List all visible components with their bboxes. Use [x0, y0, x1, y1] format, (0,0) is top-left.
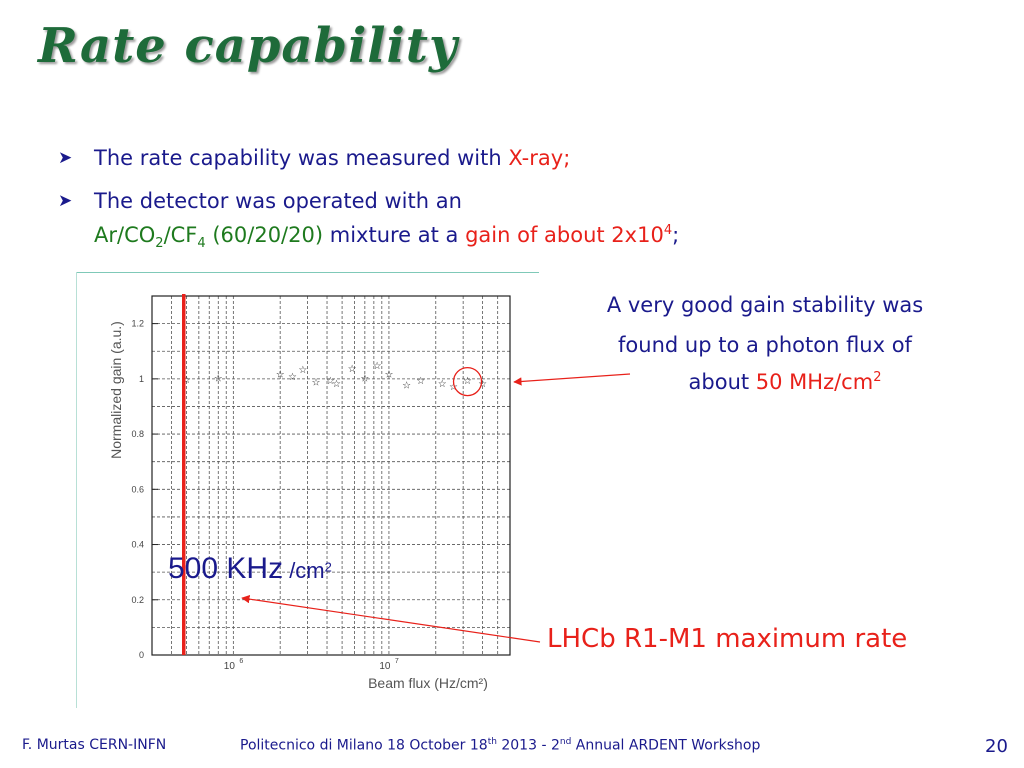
lhcb-label: LHCb R1-M1 maximum rate [547, 624, 908, 654]
stability-note: A very good gain stability was found up … [555, 285, 975, 395]
y-tick-label: 0.2 [131, 595, 144, 605]
data-point: ☆ [478, 379, 487, 390]
x-tick-exponent: 7 [395, 658, 399, 665]
rate-unit: /cm [283, 558, 325, 583]
data-point: ☆ [384, 369, 393, 380]
note-line3: about 50 MHz/cm2 [595, 365, 975, 395]
data-point: ☆ [402, 380, 411, 391]
gain-text: gain of about 2x10 [465, 223, 664, 247]
plot-frame-edge [76, 272, 77, 708]
gas-a: Ar/CO [94, 223, 156, 247]
footer-author: F. Murtas CERN-INFN [22, 737, 167, 753]
divider-line [77, 272, 539, 273]
data-point: ☆ [298, 365, 307, 376]
data-point: ☆ [332, 379, 341, 390]
data-point: ☆ [276, 369, 285, 380]
note-arrow [513, 373, 631, 386]
y-axis-label: Normalized gain (a.u.) [108, 321, 124, 459]
note-value: 50 MHz/cm [755, 370, 874, 394]
data-point: ☆ [288, 372, 297, 383]
data-point: ☆ [373, 361, 382, 372]
x-tick-exponent: 6 [239, 658, 243, 665]
y-tick-label: 1 [139, 374, 144, 384]
xray-highlight: X-ray; [508, 146, 571, 170]
data-point: ☆ [214, 373, 223, 384]
data-point: ☆ [348, 364, 357, 375]
note-line1: A very good gain stability was [606, 293, 924, 317]
gas-sub2: 4 [197, 236, 206, 252]
note-line2: found up to a photon flux of [618, 333, 912, 357]
venue-a: Politecnico di Milano 18 October 18 [240, 737, 488, 754]
x-axis-label: Beam flux (Hz/cm²) [368, 675, 488, 691]
x-tick-label: 10 [379, 661, 391, 672]
data-point: ☆ [360, 373, 369, 384]
data-point: ☆ [416, 376, 425, 387]
note-exp: 2 [873, 370, 882, 385]
lhcb-arrow [241, 594, 541, 643]
venue-b: 2013 - 2 [496, 737, 560, 754]
y-tick-label: 0.4 [131, 540, 144, 550]
gain-exp: 4 [663, 223, 673, 238]
x-tick-label: 10 [224, 661, 236, 672]
gas-mixture: Ar/CO2/CF4 (60/20/20) [94, 223, 324, 251]
data-point: ☆ [438, 379, 447, 390]
y-tick-label: 0.6 [131, 484, 144, 494]
rate-value: 500 KHz [168, 552, 284, 585]
rate-label: 500 KHz /cm2 [168, 552, 332, 586]
data-point: ☆ [463, 376, 472, 387]
plot-frame [151, 295, 511, 656]
y-tick-label: 1.2 [131, 319, 144, 329]
page-number: 20 [985, 736, 1008, 757]
bullet-arrow-icon: ➤ [58, 191, 73, 211]
venue-sup2: nd [559, 737, 572, 747]
data-point: ☆ [326, 376, 335, 387]
gain-value: gain of about 2x104 [465, 223, 672, 247]
mixture-text: mixture at a [323, 223, 466, 247]
slide-title: Rate capability [38, 18, 458, 74]
bullet-line1: The detector was operated with an [94, 189, 462, 213]
venue-sup1: th [487, 737, 497, 747]
footer-venue: Politecnico di Milano 18 October 18th 20… [240, 737, 760, 754]
gas-sub1: 2 [155, 236, 164, 252]
note-about: about [688, 370, 756, 394]
data-point: ☆ [312, 378, 321, 389]
data-point: ☆ [449, 382, 458, 393]
bullet-arrow-icon: ➤ [58, 148, 73, 168]
data-point: ☆ [182, 375, 191, 386]
y-tick-label: 0.8 [131, 429, 144, 439]
gas-ratio: (60/20/20) [205, 223, 324, 247]
y-tick-label: 0 [139, 650, 144, 660]
gas-b: /CF [163, 223, 198, 247]
highlight-circle [452, 366, 483, 397]
rate-exp: 2 [324, 559, 332, 575]
bullet-tail: ; [672, 223, 680, 247]
venue-c: Annual ARDENT Workshop [571, 737, 761, 754]
bullet-text: The rate capability was measured with [94, 146, 509, 170]
